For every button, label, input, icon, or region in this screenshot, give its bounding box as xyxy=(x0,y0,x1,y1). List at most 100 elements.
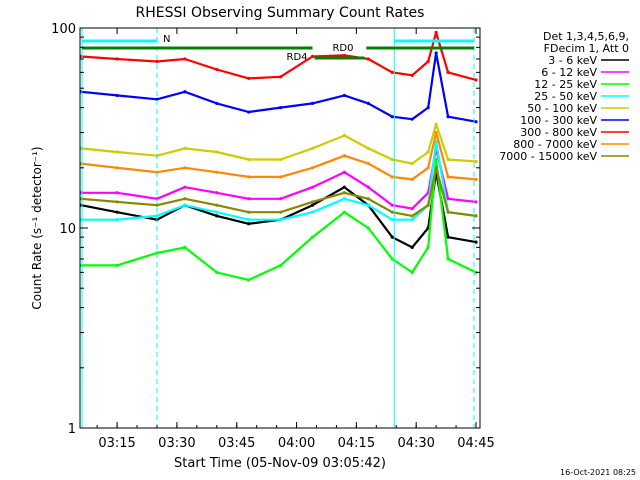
series-0-point-1 xyxy=(115,210,119,214)
series-5-point-15 xyxy=(474,120,478,124)
series-3-point-2 xyxy=(155,214,159,218)
series-4-point-13 xyxy=(434,122,438,126)
x-tick-label-6: 04:45 xyxy=(457,436,494,451)
series-6-point-11 xyxy=(410,73,414,77)
series-5-point-1 xyxy=(115,93,119,98)
series-3-point-3 xyxy=(183,203,187,207)
series-2-point-9 xyxy=(366,226,370,230)
series-8-point-13 xyxy=(434,166,438,170)
series-5-point-5 xyxy=(247,110,251,114)
series-7-point-15 xyxy=(474,177,478,181)
series-2 xyxy=(79,157,478,282)
series-7 xyxy=(79,130,478,181)
series-6-point-14 xyxy=(446,70,450,74)
series-5-point-11 xyxy=(410,117,414,121)
series-8-point-12 xyxy=(426,203,430,207)
series-2-point-10 xyxy=(390,257,394,261)
y-tick-label-1: 10 xyxy=(59,222,76,237)
legend-header-line-2: FDecim 1, Att 0 xyxy=(544,42,629,55)
series-7-point-12 xyxy=(426,166,430,170)
x-tick-label-1: 03:30 xyxy=(158,436,195,451)
legend-label-4: 50 - 100 keV xyxy=(527,102,597,115)
series-1-point-7 xyxy=(310,185,315,189)
series-0 xyxy=(79,170,478,249)
series-4 xyxy=(79,122,478,166)
series-7-point-13 xyxy=(434,130,438,135)
legend-label-1: 6 - 12 keV xyxy=(541,66,597,79)
legend: Det 1,3,4,5,6,9, FDecim 1, Att 0 3 - 6 k… xyxy=(499,30,629,163)
series-6-point-3 xyxy=(183,57,187,61)
legend-label-0: 3 - 6 keV xyxy=(548,54,597,67)
series-4-point-10 xyxy=(390,157,394,162)
series-8 xyxy=(79,166,478,218)
series-5-point-2 xyxy=(155,97,159,101)
series-1-point-8 xyxy=(342,170,347,174)
series-7-point-7 xyxy=(310,166,315,170)
series-5-point-10 xyxy=(390,115,394,119)
y-tick-label-0: 1 xyxy=(68,422,76,437)
legend-label-2: 12 - 25 keV xyxy=(534,78,597,91)
series-line-1 xyxy=(81,147,477,210)
series-2-point-1 xyxy=(115,263,119,268)
series-2-point-13 xyxy=(434,157,438,162)
series-2-point-11 xyxy=(410,270,414,274)
y-axis: 1 10 100 xyxy=(51,22,480,437)
night-label: N xyxy=(163,34,170,45)
series-1-point-9 xyxy=(366,185,370,189)
series-7-point-8 xyxy=(342,154,347,158)
series-1-point-6 xyxy=(278,197,283,201)
series-4-point-7 xyxy=(310,146,315,151)
series-1-point-14 xyxy=(446,197,450,201)
series-2-point-4 xyxy=(215,270,219,274)
series-3-point-7 xyxy=(310,210,315,214)
x-tick-label-0: 03:15 xyxy=(98,436,135,451)
series-line-4 xyxy=(81,123,477,165)
x-tick-label-5: 04:30 xyxy=(397,436,434,451)
x-axis: 03:15 03:30 03:45 04:00 04:15 04:30 04:45 xyxy=(96,28,495,451)
series-4-point-6 xyxy=(278,157,283,162)
series-2-point-5 xyxy=(247,278,251,282)
series-line-8 xyxy=(81,166,477,217)
rd0-label: RD0 xyxy=(332,43,353,54)
plot-frame xyxy=(79,27,481,429)
annotation-layer: N RD4 RD0 xyxy=(81,28,475,428)
series-3-point-1 xyxy=(115,218,119,222)
series-5-point-8 xyxy=(342,93,347,98)
series-8-point-3 xyxy=(183,197,187,201)
series-1-point-4 xyxy=(215,191,219,195)
series-3 xyxy=(79,140,478,222)
rd4-label: RD4 xyxy=(287,52,308,63)
series-7-point-10 xyxy=(390,175,394,179)
series-8-point-11 xyxy=(410,214,414,218)
series-line-7 xyxy=(81,131,477,181)
series-3-point-6 xyxy=(278,218,283,222)
series-3-point-9 xyxy=(366,203,370,207)
series-7-point-11 xyxy=(410,177,414,181)
series-2-point-8 xyxy=(342,210,347,214)
series-1 xyxy=(79,146,478,211)
series-7-point-1 xyxy=(115,166,119,170)
series-5-point-3 xyxy=(183,90,187,94)
series-8-point-6 xyxy=(278,210,283,214)
series-6-point-8 xyxy=(342,53,347,57)
series-6-point-13 xyxy=(434,30,438,35)
series-4-point-3 xyxy=(183,146,187,151)
series-1-point-1 xyxy=(115,191,119,195)
series-0-point-7 xyxy=(310,203,315,207)
series-3-point-11 xyxy=(410,218,414,222)
x-tick-label-4: 04:15 xyxy=(338,436,375,451)
series-8-point-9 xyxy=(366,197,370,201)
plot-area: N RD4 RD0 03:15 03:30 03:45 04:00 04:15 04:30 04… xyxy=(51,22,495,451)
y-axis-label: Count Rate (s⁻¹ detector⁻¹) xyxy=(30,146,44,309)
series-8-point-8 xyxy=(342,191,347,195)
series-6-point-2 xyxy=(155,59,159,64)
series-5-point-6 xyxy=(278,105,283,110)
series-3-point-10 xyxy=(390,218,394,222)
legend-label-7: 800 - 7000 keV xyxy=(513,138,597,151)
x-tick-label-2: 03:45 xyxy=(218,436,255,451)
series-1-point-3 xyxy=(183,185,187,189)
series-0-point-11 xyxy=(410,245,414,249)
legend-label-8: 7000 - 15000 keV xyxy=(499,150,597,163)
